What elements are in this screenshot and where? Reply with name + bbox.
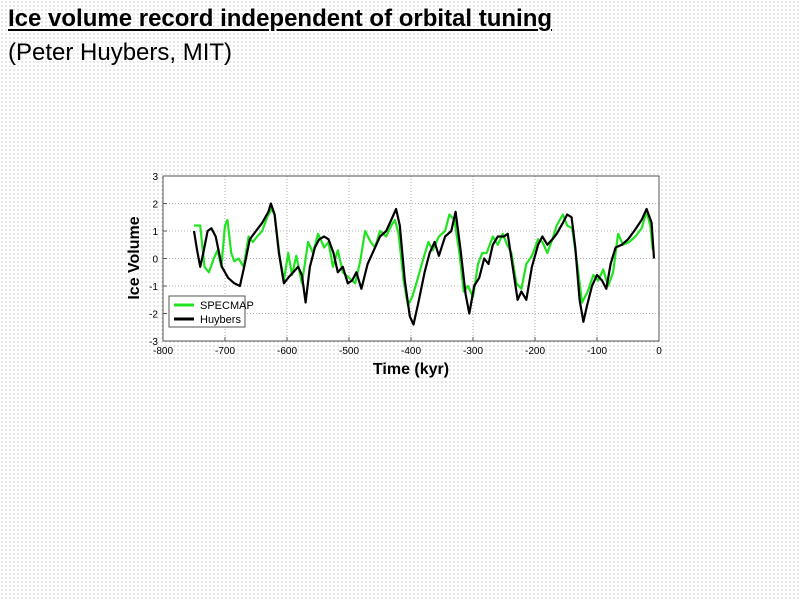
y-tick-label: -3 xyxy=(149,337,158,348)
x-tick-label: -800 xyxy=(153,346,173,357)
x-tick-label: -400 xyxy=(401,346,421,357)
series-line-huybers xyxy=(192,202,656,326)
x-tick-label: -300 xyxy=(463,346,483,357)
y-axis-label: Ice Volume xyxy=(126,216,143,299)
legend-label-huybers: Huybers xyxy=(200,314,241,326)
legend-box xyxy=(168,295,246,328)
slide-subtitle: (Peter Huybers, MIT) xyxy=(8,39,233,66)
grid-lines xyxy=(163,176,659,341)
y-axis-ticks: 3 2 1 0 -1 -2 -3 xyxy=(149,172,167,348)
y-tick-label: -1 xyxy=(149,282,158,293)
y-tick-label: 2 xyxy=(152,200,158,211)
x-axis-ticks: -800 -700 -600 -500 -400 -300 -200 -100 0 xyxy=(153,337,662,357)
x-tick-label: -700 xyxy=(215,346,235,357)
y-tick-label: 1 xyxy=(152,227,158,238)
x-tick-label: -600 xyxy=(277,346,297,357)
slide-title: Ice volume record independent of orbital… xyxy=(8,5,553,32)
data-series xyxy=(192,202,656,326)
legend-label-specmap: SPECMAP xyxy=(200,300,254,312)
x-axis-label: Time (kyr) xyxy=(373,361,449,378)
x-tick-label: -100 xyxy=(587,346,607,357)
legend: SPECMAP Huybers xyxy=(168,295,254,328)
y-tick-label: 0 xyxy=(152,255,158,266)
y-tick-label: 3 xyxy=(152,172,158,183)
y-tick-label: -2 xyxy=(149,310,158,321)
x-tick-label: -200 xyxy=(525,346,545,357)
x-tick-label: 0 xyxy=(656,346,662,357)
x-tick-label: -500 xyxy=(339,346,359,357)
